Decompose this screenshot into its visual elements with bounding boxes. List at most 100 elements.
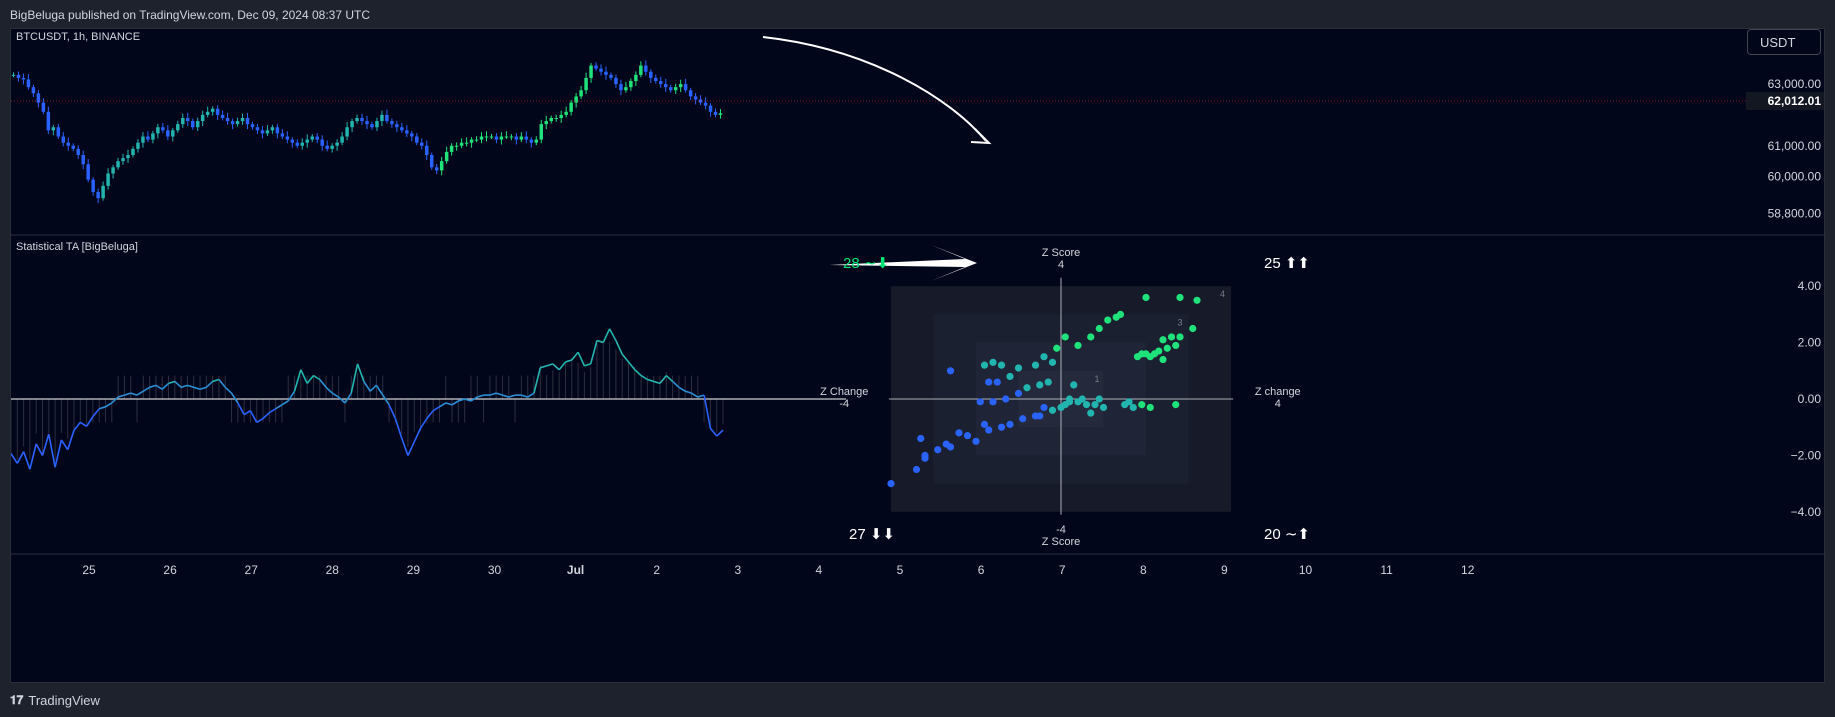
zscore-segment [338,396,346,404]
zscore-segment [174,380,182,388]
zscore-segment [602,328,611,343]
candle-body [504,136,509,138]
scatter-point [1159,355,1167,364]
axis-top-value: 4 [1058,259,1064,271]
candle-body [659,81,663,85]
candle-body [190,121,195,128]
candle-body [629,81,633,88]
candle-body [136,142,140,149]
box-label: 4 [1220,289,1225,299]
time-tick-label: Jul [567,563,584,577]
zscore-segment [180,384,188,389]
zscore-segment [521,394,528,398]
candle-body [146,136,150,140]
candle-body [250,124,255,128]
zscore-segment [653,380,661,385]
scatter-point [1129,403,1137,412]
scatter-point [1116,310,1125,318]
zscore-segment [533,367,542,394]
candle-body [654,77,658,81]
box-label: 1 [1094,374,1099,384]
candle-body [181,118,185,125]
zscore-segment [369,384,377,392]
candle-body [589,65,593,78]
candle-body [464,142,469,144]
publish-bar: BigBeluga published on TradingView.com, … [0,0,1835,28]
candle-body [609,74,613,78]
candle-body [225,118,230,122]
chart-canvas[interactable]: BTCUSDT, 1h, BINANCE 63,000.0061,000.006… [11,29,1826,684]
zscore-segment [136,390,144,396]
zscore-segment [451,400,459,406]
scatter-point [976,398,984,406]
tradingview-brand[interactable]: 𝟏𝟕 TradingView [10,693,100,708]
price-tick-label: 60,000.00 [1768,170,1822,184]
time-tick-label: 8 [1140,563,1147,577]
candle-body [240,118,245,122]
zscore-segment [85,416,94,427]
zscore-segment [621,353,630,363]
scatter-point [1065,398,1074,406]
currency-button[interactable]: USDT [1747,29,1821,55]
candle-body [703,102,708,106]
candle-body [410,133,414,137]
zscore-segment [596,339,604,344]
zscore-segment [426,410,434,420]
zscore-segment [243,410,251,416]
quadrant-bottom-right: 20 ∼⬆ [1264,526,1310,543]
price-tick-label: 61,000.00 [1768,139,1822,153]
current-price-label: 62,012.01 [1768,94,1822,108]
scatter-point [1014,364,1023,372]
candle-body [141,136,145,143]
zscore-segment [300,369,308,384]
scatter-point [1023,384,1031,392]
candle-body [310,136,314,140]
scatter-point [946,367,955,375]
zscore-segment [703,394,712,429]
zscore-segment [709,427,718,437]
zscore-segment [375,384,384,396]
scatter-point [1078,395,1086,403]
scatter-point [1138,350,1146,358]
candle-body [370,124,374,128]
zscore-segment [262,412,270,420]
candle-body [439,161,444,171]
scatter-point [1006,372,1014,381]
scatter-point [1031,412,1040,420]
time-axis[interactable]: 25 26 27 28 29 30 Jul 2 3 4 5 6 7 8 9 10 11 12 [82,563,1474,577]
candle-body [693,96,698,100]
footer: 𝟏𝟕 TradingView [0,688,1835,717]
zscore-segment [224,386,233,394]
candle-body [564,111,568,115]
candle-body [519,136,524,140]
zscore-segment [400,437,409,456]
candle-body [539,124,544,140]
scatter-point [1031,361,1040,369]
time-tick-label: 25 [82,563,96,577]
zscore-segment [92,408,100,418]
zscore-segment [249,410,258,423]
candle-body [698,99,703,103]
zscore-segment [678,386,686,392]
candle-body [668,87,673,91]
zscore-segment [79,421,88,427]
chart-area[interactable]: BTCUSDT, 1h, BINANCE 63,000.00 61,000.00 6… [10,28,1826,684]
scatter-point [1176,333,1184,341]
scatter-point [1087,409,1095,417]
indicator-tick-label: 2.00 [1798,336,1822,350]
zscore-segment [319,378,327,388]
candle-body [161,127,165,131]
time-tick-label: 27 [245,563,259,577]
zscore-line [11,328,724,470]
zscore-segment [205,380,214,388]
quadrant-bottom-left: 27 ⬇⬇ [849,526,895,543]
candle-body [210,108,215,112]
indicator-tick-label: 0.00 [1798,392,1822,406]
candle-body [619,84,623,91]
scatter-point [921,454,929,462]
scatter-point [1048,406,1057,414]
zscore-segment [419,418,428,429]
zscore-segment [439,402,447,408]
candle-body [673,87,678,91]
zscore-segment [363,381,371,392]
